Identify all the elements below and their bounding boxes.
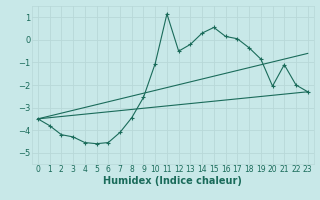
X-axis label: Humidex (Indice chaleur): Humidex (Indice chaleur) (103, 176, 242, 186)
